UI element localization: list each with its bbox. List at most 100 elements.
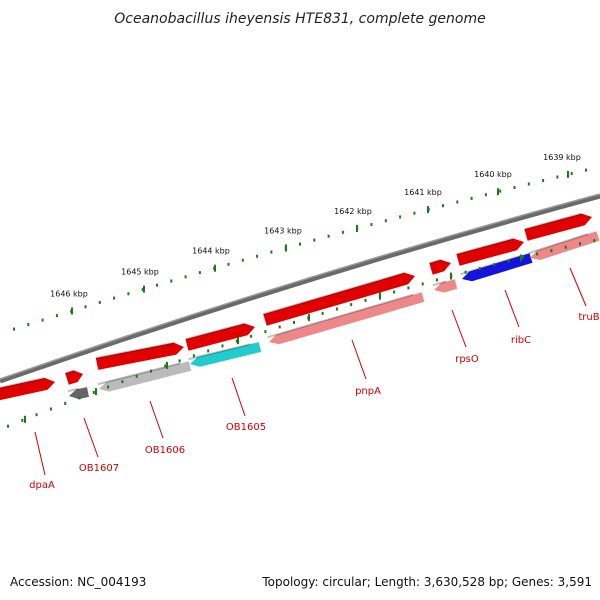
scale-dot — [98, 300, 101, 304]
inner-scale-dot — [421, 282, 424, 286]
major-tick — [567, 170, 569, 178]
accession-label: Accession: NC_004193 — [10, 575, 147, 589]
forward-gene-arrow — [95, 342, 184, 370]
scale-dot — [456, 200, 459, 204]
forward-gene-arrow — [0, 378, 55, 401]
inner-scale-dot — [250, 334, 253, 338]
inner-scale-dot — [7, 424, 9, 428]
scale-dot — [399, 215, 402, 219]
gene-label-ob1607: OB1607 — [79, 463, 119, 474]
scale-dot — [370, 223, 373, 227]
inner-scale-dot — [521, 256, 524, 259]
major-tick — [71, 307, 73, 315]
inner-major-tick — [308, 314, 310, 322]
inner-scale-dot — [593, 239, 596, 243]
genome-backbone-highlight — [0, 193, 600, 380]
forward-gene-arrow-shade — [0, 377, 46, 389]
inner-scale-dot — [78, 396, 81, 400]
forward-gene-arrow — [524, 213, 592, 241]
inner-scale-dot — [164, 364, 167, 368]
gene-leader-line — [351, 339, 367, 380]
forward-gene-arrow-shade — [524, 212, 582, 231]
scale-dot — [556, 175, 559, 179]
scale-label: 1641 kbp — [404, 188, 442, 197]
gene-leader-line — [149, 400, 164, 439]
inner-major-tick — [379, 292, 381, 300]
scale-dot — [113, 296, 116, 300]
reverse-gene-arrow-shade — [267, 293, 414, 339]
scale-dot — [470, 196, 473, 200]
scale-dot — [570, 172, 573, 175]
inner-scale-dot — [49, 407, 52, 411]
reverse-gene-arrow-shade — [188, 343, 251, 361]
scale-dot — [327, 234, 330, 238]
scale-dot — [341, 230, 344, 234]
inner-major-tick — [166, 361, 168, 369]
inner-scale-dot — [21, 418, 24, 422]
scale-label: 1640 kbp — [474, 170, 512, 179]
gene-label-dpaa: dpaA — [29, 480, 55, 491]
forward-gene-arrow-shade — [456, 237, 514, 256]
inner-scale-dot — [321, 311, 324, 315]
inner-scale-dot — [121, 380, 124, 384]
inner-scale-dot — [64, 401, 67, 405]
scale-dot — [413, 211, 416, 215]
reverse-gene-arrow — [434, 279, 458, 293]
scale-dot — [513, 186, 516, 189]
inner-major-tick — [95, 388, 97, 396]
scale-dot — [484, 193, 487, 197]
reverse-gene-arrow — [99, 361, 192, 392]
inner-scale-dot — [150, 369, 152, 373]
inner-scale-dot — [507, 259, 510, 263]
forward-gene-arrow — [429, 259, 451, 275]
inner-scale-dot — [135, 374, 138, 378]
inner-scale-dot — [464, 270, 467, 274]
scale-dot — [170, 279, 173, 283]
gene-leader-line — [569, 267, 587, 307]
scale-dot-arc — [13, 168, 587, 331]
inner-scale-dot — [436, 278, 438, 282]
scale-dot — [198, 271, 201, 275]
inner-scale-dot — [478, 266, 481, 270]
inner-major-tick — [24, 415, 26, 423]
gene-label-ribc: ribC — [511, 335, 531, 346]
inner-scale-dot — [207, 349, 210, 353]
inner-major-tick — [237, 337, 239, 345]
scale-dot — [299, 242, 301, 246]
scale-dot — [270, 250, 273, 254]
scale-dot — [27, 323, 30, 327]
genome-backbone — [0, 193, 600, 384]
inner-scale-dot — [393, 290, 396, 294]
gene-label-pnpa: pnpA — [355, 386, 381, 397]
inner-scale-dot — [221, 344, 224, 348]
scale-dot — [256, 254, 259, 258]
reverse-gene-arrow-shade — [67, 387, 79, 393]
major-tick — [497, 188, 499, 196]
scale-dot — [527, 182, 530, 186]
scale-dot — [499, 189, 502, 193]
forward-strand-genes — [0, 212, 592, 401]
inner-scale-dot — [92, 390, 95, 394]
scale-label: 1639 kbp — [543, 153, 581, 162]
inner-scale-dot — [35, 413, 38, 417]
inner-scale-dot — [264, 330, 267, 334]
gene-leader-line — [83, 417, 99, 458]
inner-scale-dot — [293, 320, 295, 324]
gene-label-ob1606: OB1606 — [145, 445, 185, 456]
inner-scale-dot — [493, 263, 496, 267]
scale-dot — [41, 318, 44, 322]
reverse-gene-arrow — [462, 253, 533, 282]
map-title: Oceanobacillus iheyensis HTE831, complet… — [114, 11, 485, 27]
scale-dot — [585, 168, 587, 172]
scale-dot — [55, 314, 58, 318]
scale-dot — [184, 275, 187, 279]
scale-dot — [313, 238, 316, 242]
inner-scale-dot — [107, 385, 110, 389]
inner-scale-dot — [178, 359, 181, 363]
scale-dot — [84, 305, 87, 309]
major-tick — [427, 206, 429, 214]
inner-major-tick — [520, 254, 522, 262]
scale-dot — [542, 179, 545, 182]
gene-leader-line — [231, 377, 246, 417]
